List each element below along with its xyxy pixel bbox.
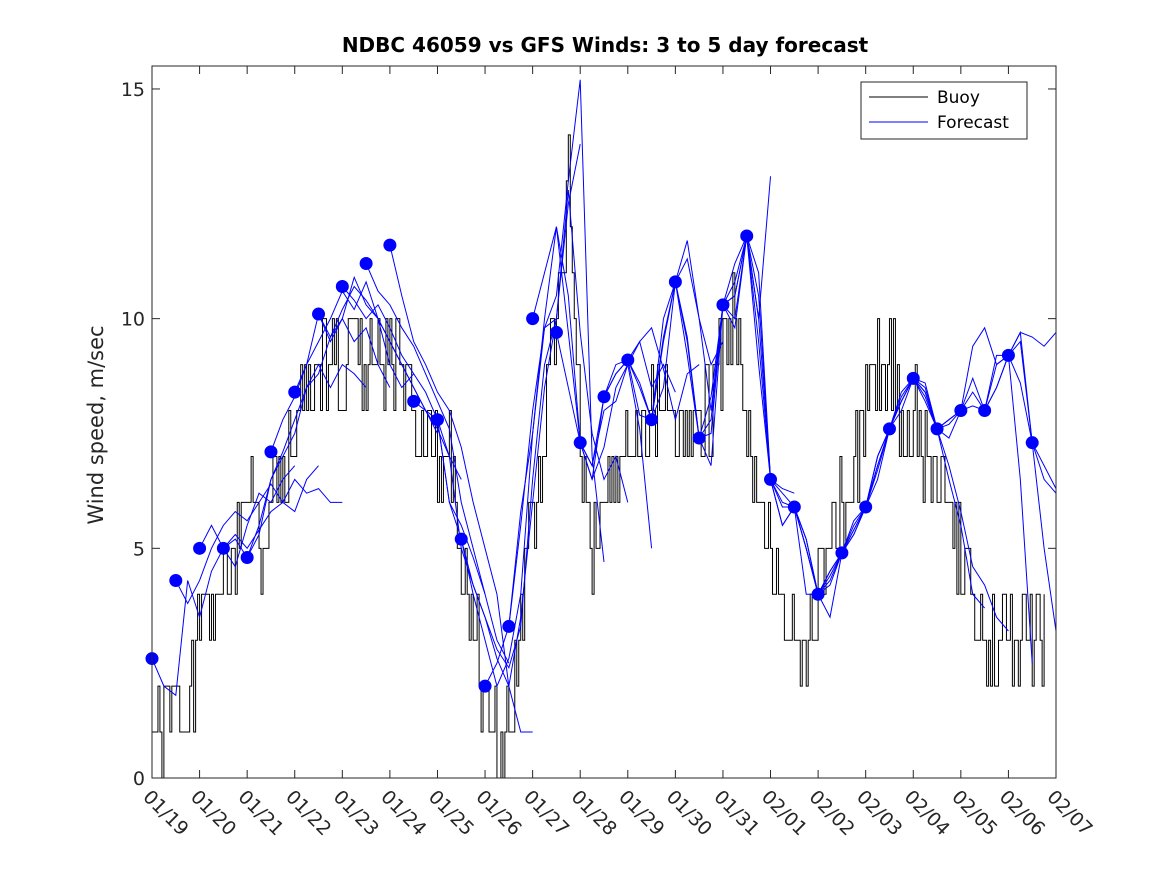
- forecast-marker: [193, 541, 207, 555]
- forecast-marker: [716, 298, 730, 312]
- y-tick-label: 0: [133, 768, 145, 790]
- forecast-marker: [454, 532, 468, 546]
- y-axis: 0 5 10 15: [121, 79, 1056, 790]
- forecast-line-9: [341, 286, 486, 595]
- forecast-marker: [1001, 348, 1015, 362]
- x-tick-label: 02/06: [995, 786, 1049, 840]
- forecast-marker: [597, 390, 611, 404]
- forecast-line-13: [436, 143, 581, 669]
- x-tick-label: 01/30: [662, 786, 716, 840]
- y-tick-label: 15: [121, 79, 145, 101]
- y-tick-label: 5: [133, 538, 145, 560]
- forecast-marker: [692, 431, 706, 445]
- forecast-marker: [811, 587, 825, 601]
- forecast-marker: [335, 279, 349, 293]
- forecast-marker: [430, 413, 444, 427]
- legend-box: [860, 81, 1028, 140]
- x-tick-label: 01/20: [186, 786, 240, 840]
- forecast-marker: [216, 541, 230, 555]
- x-tick-label: 01/19: [138, 786, 192, 840]
- forecast-marker: [549, 325, 563, 339]
- forecast-line-36: [984, 331, 1057, 411]
- forecast-marker: [906, 371, 920, 385]
- x-tick-label: 02/05: [947, 786, 1001, 840]
- forecast-line-3: [199, 478, 343, 550]
- forecast-series: [151, 79, 1057, 733]
- x-tick-label: 01/29: [614, 786, 668, 840]
- forecast-marker: [407, 394, 421, 408]
- forecast-marker: [1025, 436, 1039, 450]
- forecast-marker: [787, 500, 801, 514]
- forecast-marker: [621, 353, 635, 367]
- forecast-marker: [954, 404, 968, 418]
- x-tick-label: 02/03: [852, 786, 906, 840]
- forecast-marker: [526, 312, 540, 326]
- forecast-marker: [288, 385, 302, 399]
- y-tick-label: 10: [121, 309, 145, 331]
- forecast-line-21: [627, 176, 772, 439]
- forecast-marker: [668, 275, 682, 289]
- forecast-marker: [478, 679, 492, 693]
- forecast-line-34: [936, 340, 1057, 632]
- forecast-marker: [835, 546, 849, 560]
- x-tick-label: 01/31: [709, 786, 763, 840]
- forecast-marker: [169, 573, 183, 587]
- legend-forecast-label: Forecast: [937, 113, 1009, 133]
- forecast-line-5: [246, 317, 391, 558]
- forecast-marker: [764, 472, 778, 486]
- forecast-line-17: [532, 226, 676, 468]
- x-tick-label: 01/22: [281, 786, 335, 840]
- forecast-marker: [264, 445, 278, 459]
- x-tick-label: 01/28: [567, 786, 621, 840]
- x-tick-label: 01/25: [424, 786, 478, 840]
- x-tick-label: 01/27: [519, 786, 573, 840]
- x-tick-label: 01/21: [234, 786, 288, 840]
- forecast-marker: [383, 238, 397, 252]
- forecast-marker: [645, 413, 659, 427]
- forecast-line-8: [318, 285, 462, 480]
- x-tick-label: 02/04: [900, 786, 954, 840]
- forecast-marker: [859, 500, 873, 514]
- forecast-markers: [145, 229, 1039, 693]
- y-axis-label: Wind speed, m/sec: [84, 325, 108, 524]
- x-tick-label: 02/02: [805, 786, 859, 840]
- x-tick-label: 02/01: [757, 786, 811, 840]
- forecast-marker: [359, 257, 373, 271]
- legend: Buoy Forecast: [860, 81, 1028, 140]
- forecast-marker: [240, 551, 254, 565]
- x-tick-label: 01/23: [329, 786, 383, 840]
- forecast-line-15: [484, 189, 629, 687]
- chart-title: NDBC 46059 vs GFS Winds: 3 to 5 day fore…: [342, 33, 869, 57]
- x-tick-label: 01/24: [376, 786, 430, 840]
- forecast-marker: [978, 404, 992, 418]
- plot-area-frame: [151, 65, 1057, 779]
- forecast-marker: [882, 422, 896, 436]
- forecast-marker: [930, 422, 944, 436]
- forecast-marker: [312, 307, 326, 321]
- forecast-marker: [502, 619, 516, 633]
- legend-buoy-label: Buoy: [937, 88, 980, 108]
- forecast-line-14: [460, 79, 605, 688]
- forecast-marker: [740, 229, 754, 243]
- forecast-marker: [573, 436, 587, 450]
- x-tick-label: 02/07: [1042, 786, 1096, 840]
- forecast-line-2: [175, 465, 319, 605]
- forecast-line-10: [365, 263, 510, 664]
- x-tick-label: 01/26: [472, 786, 526, 840]
